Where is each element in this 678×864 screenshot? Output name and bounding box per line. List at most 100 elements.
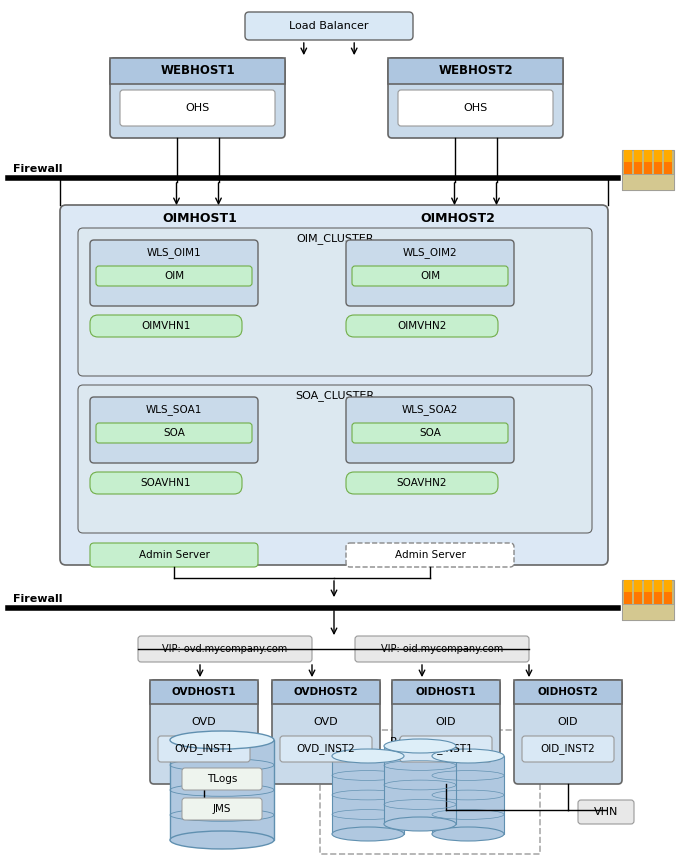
Text: OIMHOST2: OIMHOST2 <box>420 212 496 225</box>
FancyBboxPatch shape <box>90 397 258 463</box>
Bar <box>664 150 672 162</box>
Text: WEBHOST1: WEBHOST1 <box>160 65 235 78</box>
Bar <box>664 580 672 604</box>
Ellipse shape <box>170 831 274 849</box>
Ellipse shape <box>432 827 504 841</box>
FancyBboxPatch shape <box>346 397 514 463</box>
Text: SOAVHN1: SOAVHN1 <box>141 478 191 488</box>
Text: VHN: VHN <box>594 807 618 817</box>
Text: VIP: ovd.mycompany.com: VIP: ovd.mycompany.com <box>162 644 287 654</box>
FancyBboxPatch shape <box>280 736 372 762</box>
Bar <box>622 174 674 190</box>
FancyBboxPatch shape <box>158 736 250 762</box>
Bar <box>644 150 652 162</box>
Text: OID: OID <box>436 717 456 727</box>
Ellipse shape <box>384 817 456 831</box>
FancyBboxPatch shape <box>78 385 592 533</box>
FancyBboxPatch shape <box>346 240 514 306</box>
Text: OVDHOST1: OVDHOST1 <box>172 687 237 697</box>
Text: OHS: OHS <box>185 103 210 113</box>
Text: OVD_INST1: OVD_INST1 <box>175 744 233 754</box>
Text: Load Balancer: Load Balancer <box>290 21 369 31</box>
FancyBboxPatch shape <box>346 543 514 567</box>
Bar <box>644 580 652 604</box>
Text: OIM: OIM <box>420 271 440 281</box>
FancyBboxPatch shape <box>578 800 634 824</box>
Text: SOA: SOA <box>419 428 441 438</box>
FancyBboxPatch shape <box>150 680 258 784</box>
FancyBboxPatch shape <box>96 266 252 286</box>
Bar <box>622 580 674 620</box>
Ellipse shape <box>170 731 274 749</box>
Text: Firewall: Firewall <box>14 164 63 174</box>
Text: OIDHOST1: OIDHOST1 <box>416 687 477 697</box>
Text: WLS_SOA1: WLS_SOA1 <box>146 404 202 416</box>
Text: OIM: OIM <box>164 271 184 281</box>
Bar <box>110 58 285 84</box>
Bar <box>624 580 632 592</box>
Text: Firewall: Firewall <box>14 594 63 604</box>
Text: SOA: SOA <box>163 428 185 438</box>
Bar <box>624 150 632 162</box>
Bar <box>654 150 662 162</box>
Text: OIM_CLUSTER: OIM_CLUSTER <box>296 233 374 245</box>
Text: WLS_OIM1: WLS_OIM1 <box>146 248 201 258</box>
FancyBboxPatch shape <box>60 205 608 565</box>
Bar <box>332 756 404 834</box>
Text: OHS: OHS <box>463 103 487 113</box>
Bar <box>624 150 632 174</box>
Ellipse shape <box>332 827 404 841</box>
Bar <box>170 740 274 840</box>
Ellipse shape <box>432 749 504 763</box>
FancyBboxPatch shape <box>78 228 592 376</box>
Text: Admin Server: Admin Server <box>138 550 210 560</box>
Bar <box>320 730 540 854</box>
FancyBboxPatch shape <box>182 768 262 790</box>
Text: OID: OID <box>558 717 578 727</box>
Text: SOA_CLUSTER: SOA_CLUSTER <box>296 391 374 402</box>
Bar <box>644 580 652 592</box>
FancyBboxPatch shape <box>90 315 242 337</box>
Bar <box>644 150 652 174</box>
Ellipse shape <box>332 749 404 763</box>
Text: JMS: JMS <box>213 804 231 814</box>
Bar <box>634 580 642 604</box>
Text: OIMVHN1: OIMVHN1 <box>141 321 191 331</box>
Text: VIP: oid.mycompany.com: VIP: oid.mycompany.com <box>381 644 503 654</box>
Bar <box>634 580 642 592</box>
FancyBboxPatch shape <box>346 472 498 494</box>
Bar <box>654 580 662 592</box>
Text: TLogs: TLogs <box>207 774 237 784</box>
Bar <box>392 680 500 704</box>
Bar <box>664 150 672 174</box>
Text: OVDHOST2: OVDHOST2 <box>294 687 358 697</box>
Text: OIMHOST1: OIMHOST1 <box>163 212 237 225</box>
Text: WLS_OIM2: WLS_OIM2 <box>403 248 458 258</box>
FancyBboxPatch shape <box>90 543 258 567</box>
FancyBboxPatch shape <box>90 240 258 306</box>
FancyBboxPatch shape <box>522 736 614 762</box>
FancyBboxPatch shape <box>514 680 622 784</box>
Bar <box>654 580 662 604</box>
Bar <box>272 680 380 704</box>
FancyBboxPatch shape <box>96 423 252 443</box>
Bar <box>622 150 674 190</box>
FancyBboxPatch shape <box>120 90 275 126</box>
Bar <box>634 150 642 162</box>
Text: RAC Database: RAC Database <box>391 737 469 747</box>
FancyBboxPatch shape <box>398 90 553 126</box>
Text: OVD: OVD <box>314 717 338 727</box>
Bar <box>634 150 642 174</box>
FancyBboxPatch shape <box>138 636 312 662</box>
Text: SOAVHN2: SOAVHN2 <box>397 478 447 488</box>
Text: WLS_SOA2: WLS_SOA2 <box>402 404 458 416</box>
FancyBboxPatch shape <box>272 680 380 784</box>
Bar <box>514 680 622 704</box>
FancyBboxPatch shape <box>182 798 262 820</box>
Bar <box>624 580 632 604</box>
FancyBboxPatch shape <box>392 680 500 784</box>
Text: OIMVHN2: OIMVHN2 <box>397 321 447 331</box>
FancyBboxPatch shape <box>110 58 285 138</box>
Bar <box>150 680 258 704</box>
Bar <box>388 58 563 84</box>
